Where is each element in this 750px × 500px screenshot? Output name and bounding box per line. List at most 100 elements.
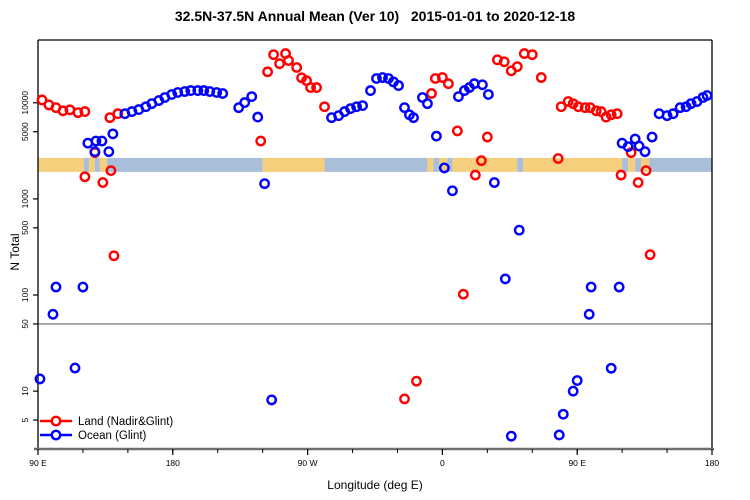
data-point-ocean (567, 385, 579, 397)
data-point-land (615, 169, 627, 181)
data-point-land (112, 108, 124, 120)
data-point-ocean (266, 394, 278, 406)
data-point-ocean (69, 362, 81, 374)
data-point-ocean (422, 98, 433, 110)
data-point-ocean (246, 91, 258, 102)
data-point-ocean (505, 430, 517, 442)
data-point-ocean (172, 87, 184, 98)
y-tick-label: 1000 (20, 189, 30, 208)
y-tick-label: 5000 (20, 122, 30, 141)
data-point-land (108, 250, 120, 262)
legend-label: Ocean (Glint) (78, 430, 147, 442)
data-point-land (291, 62, 303, 73)
data-point-ocean (661, 110, 673, 122)
y-tick-label: 100 (20, 288, 30, 302)
data-point-ocean (553, 429, 565, 441)
x-tick-label: 90 W (298, 458, 318, 468)
data-point-land (411, 375, 422, 387)
y-tick-label: 10000 (20, 91, 30, 115)
surface-band-land (99, 157, 107, 172)
data-point-ocean (351, 101, 362, 113)
data-point-ocean (622, 141, 634, 153)
x-axis-label: Longitude (deg E) (327, 478, 423, 492)
data-point-land (481, 131, 493, 143)
data-point-ocean (438, 162, 450, 174)
data-point-ocean (89, 146, 101, 158)
data-point-land (97, 177, 109, 188)
data-point-ocean (513, 224, 525, 236)
surface-band-ocean (94, 157, 100, 172)
data-point-ocean (96, 135, 108, 147)
x-tick-label: 180 (166, 458, 180, 468)
data-point-land (36, 94, 48, 106)
data-point-land (399, 393, 410, 405)
data-point-land (535, 72, 547, 83)
y-tick-label: 5 (20, 417, 30, 422)
surface-band-ocean (447, 157, 453, 172)
surface-band-land (38, 157, 84, 172)
data-point-ocean (259, 178, 271, 190)
data-point-land (442, 78, 454, 90)
surface-band-ocean (649, 157, 712, 172)
y-tick-label: 500 (20, 220, 30, 234)
surface-band-ocean (106, 157, 263, 172)
surface-band-land (88, 157, 95, 172)
data-point-land (305, 82, 316, 93)
data-point-ocean (252, 111, 264, 123)
surface-band-land (262, 157, 325, 172)
data-point-ocean (377, 72, 388, 83)
y-tick-label: 10 (20, 386, 30, 396)
y-tick-label: 50 (20, 319, 30, 329)
data-point-ocean (488, 177, 500, 188)
surface-band-ocean (433, 157, 440, 172)
data-point-land (283, 55, 294, 66)
data-point-ocean (447, 185, 458, 197)
data-point-ocean (667, 108, 679, 120)
data-point-ocean (77, 281, 89, 293)
data-point-ocean (639, 146, 651, 158)
surface-band-ocean (324, 157, 428, 172)
x-tick-label: 0 (440, 458, 445, 468)
data-point-ocean (357, 100, 368, 111)
data-point-ocean (499, 273, 511, 285)
data-point-ocean (633, 140, 645, 152)
surface-band-ocean (635, 157, 642, 172)
data-point-ocean (50, 281, 62, 293)
data-point-ocean (34, 373, 46, 385)
data-point-land (644, 249, 656, 261)
data-point-land (632, 177, 644, 188)
data-point-ocean (585, 281, 597, 293)
legend-label: Land (Nadir&Glint) (78, 416, 173, 428)
surface-band-land (452, 157, 518, 172)
data-point-land (640, 165, 652, 176)
data-point-ocean (482, 89, 494, 100)
data-point-ocean (365, 85, 376, 96)
data-point-ocean (211, 87, 223, 98)
data-point-ocean (345, 103, 356, 114)
data-point-land (605, 109, 617, 121)
data-point-ocean (399, 102, 410, 114)
legend-marker (50, 429, 62, 441)
data-point-land (319, 101, 330, 113)
data-point-ocean (583, 308, 595, 320)
data-point-ocean (613, 281, 625, 293)
data-point-land (579, 102, 591, 114)
surface-band-ocean (83, 157, 89, 172)
data-point-land (611, 108, 623, 120)
x-tick-label: 90 E (29, 458, 47, 468)
data-point-ocean (393, 80, 404, 91)
chart-title: 32.5N-37.5N Annual Mean (Ver 10) 2015-01… (174, 8, 576, 24)
data-point-land (268, 49, 280, 61)
data-point-land (104, 112, 116, 124)
data-point-land (498, 56, 510, 68)
data-point-ocean (204, 86, 216, 97)
data-point-land (475, 155, 487, 167)
legend-marker (50, 415, 62, 427)
data-point-land (590, 105, 602, 117)
data-point-ocean (685, 98, 697, 110)
data-point-ocean (239, 97, 251, 108)
data-point-ocean (185, 85, 197, 96)
surface-band-land (628, 157, 636, 172)
